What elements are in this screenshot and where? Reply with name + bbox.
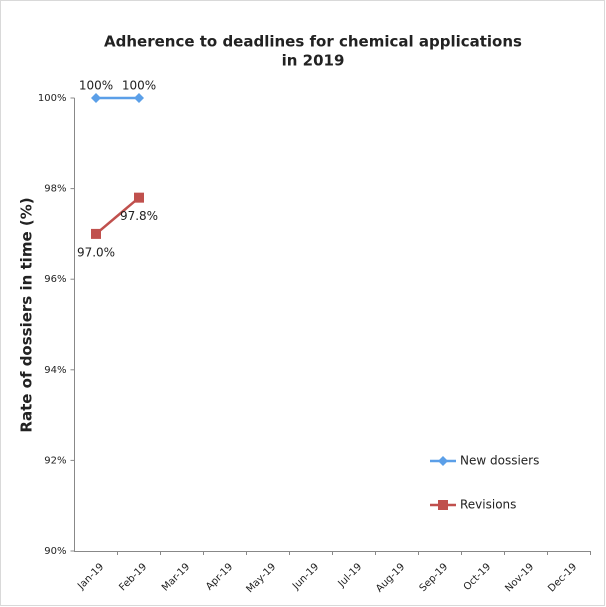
y-tick-label: 96% — [44, 274, 66, 285]
legend-label: Revisions — [460, 498, 516, 512]
legend-marker — [438, 456, 448, 466]
data-point — [91, 228, 101, 239]
y-tick-label: 100% — [38, 93, 67, 104]
data-label: 97.0% — [77, 245, 115, 259]
y-tick-label: 94% — [44, 365, 66, 376]
data-point — [91, 93, 101, 103]
data-point — [134, 192, 144, 203]
y-tick-label: 90% — [44, 546, 66, 557]
series-line — [95, 196, 140, 235]
y-axis-label: Rate of dossiers in time (%) — [18, 197, 36, 432]
y-tick-label: 98% — [44, 184, 66, 195]
chart-title: in 2019 — [282, 52, 345, 70]
data-label: 100% — [122, 79, 156, 93]
chart-title: Adherence to deadlines for chemical appl… — [104, 33, 522, 51]
data-point — [134, 93, 144, 103]
legend-label: New dossiers — [460, 454, 539, 468]
legend-marker — [438, 500, 448, 510]
data-label: 100% — [79, 79, 113, 93]
y-tick-label: 92% — [44, 455, 66, 466]
data-label: 97.8% — [120, 209, 158, 223]
